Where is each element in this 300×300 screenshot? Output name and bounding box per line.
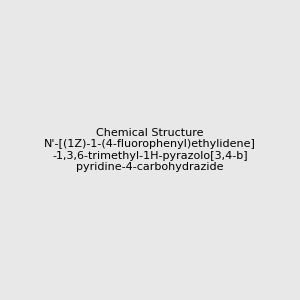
Text: Chemical Structure
N'-[(1Z)-1-(4-fluorophenyl)ethylidene]
-1,3,6-trimethyl-1H-py: Chemical Structure N'-[(1Z)-1-(4-fluorop… [44, 128, 256, 172]
